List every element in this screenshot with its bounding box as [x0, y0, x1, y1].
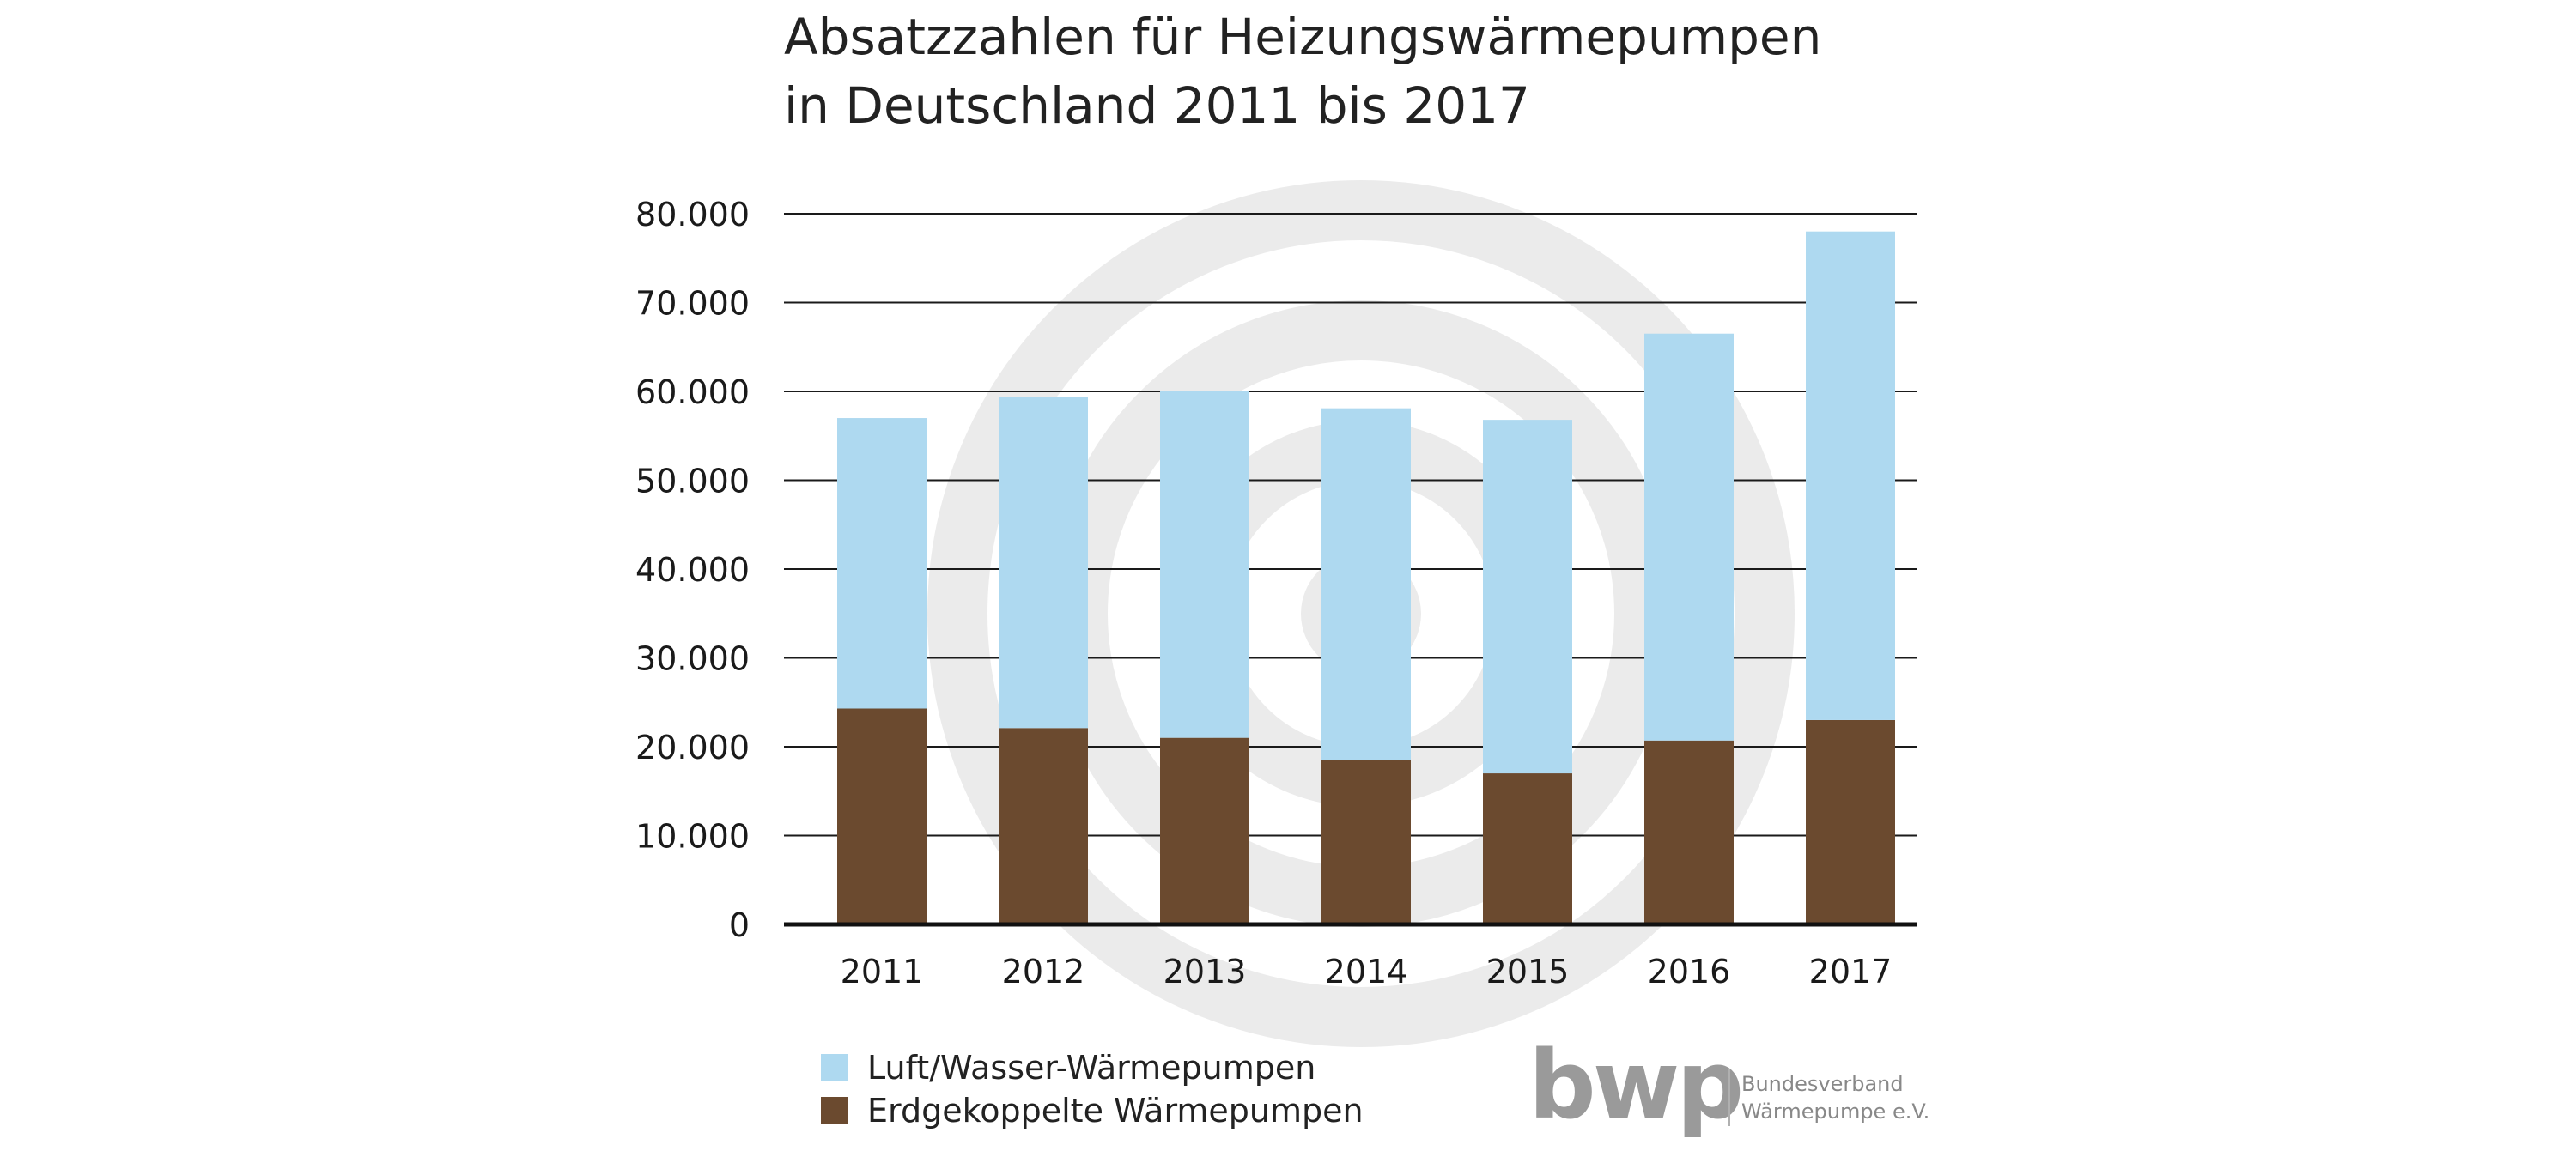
y-tick-label: 80.000: [635, 196, 750, 233]
x-tick-label: 2017: [1809, 953, 1893, 990]
x-tick-label: 2016: [1648, 953, 1731, 990]
bar-luft-wasser: [837, 418, 927, 709]
bar-luft-wasser: [1321, 408, 1411, 760]
bars: [837, 231, 1895, 924]
bar-erdgekoppelt: [1483, 773, 1572, 924]
bar-erdgekoppelt: [1806, 719, 1895, 924]
bwp-logo: bwp: [1528, 1030, 1744, 1140]
legend-label-luft-wasser: Luft/Wasser-Wärmepumpen: [867, 1049, 1316, 1087]
bar-luft-wasser: [999, 397, 1088, 729]
y-tick-label: 50.000: [635, 463, 750, 500]
legend-label-erdgekoppelt: Erdgekoppelte Wärmepumpen: [867, 1092, 1364, 1130]
chart-title-line-1: Absatzzahlen für Heizungswärmepumpen: [784, 8, 1822, 66]
bar-luft-wasser: [1483, 420, 1572, 774]
y-tick-label: 20.000: [635, 729, 750, 766]
bar-luft-wasser: [1644, 333, 1734, 741]
y-tick-label: 70.000: [635, 285, 750, 323]
y-tick-labels: 0 10.000 20.000 30.000 40.000 50.000 60.000 70.…: [635, 196, 750, 944]
x-tick-label: 2011: [841, 953, 924, 990]
y-tick-label: 0: [729, 906, 750, 944]
x-tick-label: 2013: [1163, 953, 1247, 990]
bar-erdgekoppelt: [1644, 740, 1734, 924]
y-tick-label: 40.000: [635, 551, 750, 589]
x-tick-label: 2014: [1325, 953, 1408, 990]
bar-erdgekoppelt: [1160, 737, 1249, 924]
watermark-ring: [927, 180, 1795, 1047]
logo-text-line-1: Bundesverband: [1741, 1072, 1904, 1096]
bar-luft-wasser: [1806, 231, 1895, 720]
y-tick-label: 30.000: [635, 640, 750, 678]
x-tick-label: 2012: [1002, 953, 1085, 990]
y-tick-label: 10.000: [635, 818, 750, 856]
bar-erdgekoppelt: [1321, 760, 1411, 924]
legend-swatch-luft-wasser: [821, 1054, 848, 1081]
legend-swatch-erdgekoppelt: [821, 1097, 848, 1124]
x-tick-label: 2015: [1486, 953, 1570, 990]
bar-erdgekoppelt: [999, 728, 1088, 924]
chart-title-line-2: in Deutschland 2011 bis 2017: [784, 76, 1530, 135]
logo-mark: bwp: [1528, 1030, 1741, 1140]
y-tick-label: 60.000: [635, 373, 750, 411]
logo-text-line-2: Wärmepumpe e.V.: [1741, 1099, 1930, 1124]
bar-luft-wasser: [1160, 391, 1249, 738]
bar-erdgekoppelt: [837, 708, 927, 924]
x-tick-labels: 2011 2012 2013 2014 2015 2016 2017: [841, 953, 1893, 990]
